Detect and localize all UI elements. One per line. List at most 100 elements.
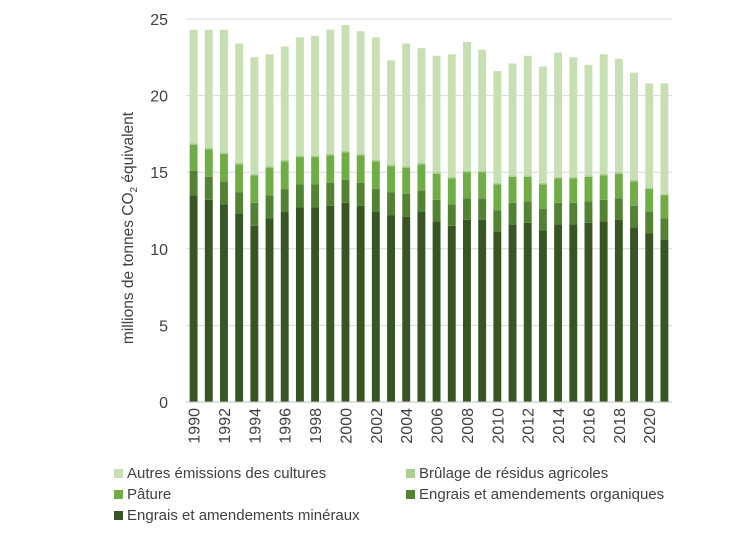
bar-segment [554, 52, 563, 177]
bar-segment [554, 202, 563, 225]
bar-segment [523, 201, 532, 223]
bar-segment [660, 218, 669, 240]
bar-segment [356, 182, 365, 206]
bar-segment [189, 29, 198, 144]
bar-segment [341, 202, 350, 402]
bar-segment [478, 172, 487, 199]
bar-segment [417, 163, 426, 165]
bar-segment [660, 195, 669, 219]
bar-segment [432, 199, 441, 222]
bar-segment [447, 204, 456, 226]
legend-label: Autres émissions des cultures [127, 465, 326, 482]
x-tick-labels: 1990 1992 1994 1996 1998 2000 2002 2004 2006 2008… [187, 408, 660, 444]
bar-segment [645, 233, 654, 402]
bar-segment [599, 199, 608, 222]
bar-segment [265, 218, 274, 402]
bar-segment [356, 153, 365, 156]
y-tick-label: 10 [150, 242, 168, 259]
bar-segment [538, 208, 547, 231]
bar-segment [265, 54, 274, 167]
bar-segment [463, 198, 471, 220]
bar-segment [387, 164, 395, 167]
bar-segment [614, 219, 623, 402]
bar-segment [402, 167, 411, 194]
bar-segment [645, 212, 654, 234]
bar-segment [569, 178, 578, 203]
bar-segment [417, 48, 426, 164]
bar-segment [280, 212, 289, 402]
bar-segment [371, 212, 380, 402]
bar-segment [387, 192, 395, 216]
bar-segment [311, 35, 320, 156]
bar-segment [280, 161, 289, 190]
bar-segment [235, 213, 244, 402]
x-tick-label: 2006 [430, 408, 447, 444]
bar-segment [584, 222, 593, 402]
bar-segment [402, 43, 411, 167]
y-tick-label: 0 [159, 395, 168, 412]
bar-segment [554, 178, 563, 203]
bar-segment [523, 175, 532, 177]
bar-segment [265, 167, 274, 196]
y-tick-label: 20 [150, 89, 168, 106]
gridlines [186, 18, 672, 326]
bar-segment [508, 63, 517, 176]
bar-segment [356, 31, 365, 154]
x-tick-label: 1990 [187, 408, 204, 444]
bar-segment [599, 54, 608, 174]
bar-segment [189, 144, 198, 171]
bar-segment [645, 83, 654, 188]
y-axis-label-tail: équivalent [120, 111, 137, 187]
y-tick-label: 5 [159, 318, 168, 335]
bar-segment [660, 239, 669, 402]
legend-label: Engrais et amendements minéraux [127, 507, 360, 524]
x-tick-label: 2008 [460, 408, 477, 444]
bar-segment [250, 225, 259, 402]
bar-segment [508, 175, 517, 177]
x-tick-label: 2000 [339, 408, 356, 444]
legend-swatch [114, 490, 123, 499]
bar-segment [402, 193, 411, 217]
bar-segment [356, 205, 365, 402]
legend: Autres émissions des cultures Brûlage de … [114, 465, 664, 524]
bars [189, 25, 669, 402]
bar-segment [630, 179, 638, 182]
bar-segment [554, 224, 563, 402]
bar-segment [311, 155, 320, 157]
bar-segment [630, 72, 638, 180]
bar-segment [463, 41, 471, 171]
bar-segment [584, 201, 593, 223]
bar-segment [326, 182, 335, 206]
bar-segment [402, 216, 411, 402]
bar-segment [250, 173, 259, 176]
bar-segment [463, 170, 471, 173]
bar-segment [508, 176, 517, 203]
bar-segment [235, 43, 244, 164]
x-tick-label: 2016 [582, 408, 599, 444]
x-tick-label: 2014 [551, 408, 568, 444]
bar-segment [614, 173, 623, 199]
bar-segment [311, 207, 320, 402]
bar-segment [265, 195, 274, 219]
bar-segment [189, 195, 198, 402]
bar-segment [387, 60, 395, 165]
bar-segment [569, 202, 578, 225]
bar-segment [189, 170, 198, 196]
bar-segment [326, 29, 335, 154]
bar-segment [599, 221, 608, 402]
bar-segment [295, 207, 304, 402]
bar-segment [538, 230, 547, 402]
legend-swatch [114, 469, 123, 478]
x-tick-label: 1994 [247, 408, 264, 444]
bar-segment [523, 222, 532, 402]
bar-segment [660, 83, 669, 194]
bar-segment [295, 37, 304, 156]
bar-segment [220, 204, 228, 402]
bar-segment [402, 166, 411, 168]
bar-segment [387, 166, 395, 193]
bar-segment [220, 152, 228, 154]
bar-segment [341, 25, 350, 151]
bar-segment [265, 166, 274, 168]
bar-segment [538, 182, 547, 185]
bar-segment [417, 190, 426, 213]
